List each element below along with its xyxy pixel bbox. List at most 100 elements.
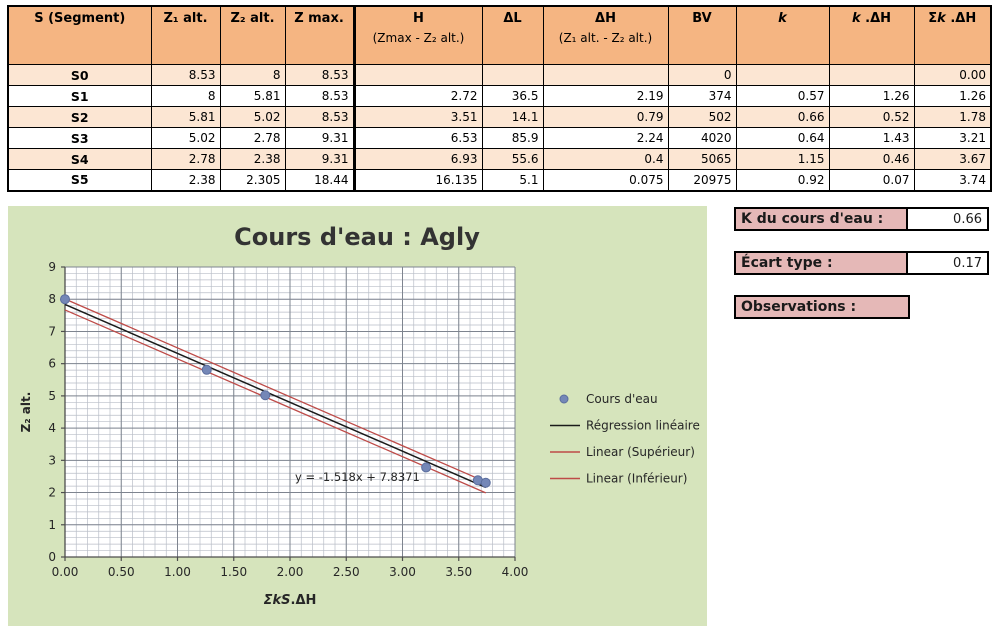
cell-s2-kdh[interactable]: 0.52 xyxy=(828,106,915,128)
cell-s3-skdh[interactable]: 3.21 xyxy=(913,127,992,149)
cell-s4-bv[interactable]: 5065 xyxy=(667,148,737,170)
legend-label: Cours d'eau xyxy=(586,392,658,406)
col-header-kdh[interactable]: k .ΔH xyxy=(828,5,915,65)
cell-s4-dh[interactable]: 0.4 xyxy=(542,148,669,170)
col-header-bv[interactable]: BV xyxy=(667,5,737,65)
x-tick-label: 2.50 xyxy=(333,565,360,579)
cell-s2-bv[interactable]: 502 xyxy=(667,106,737,128)
cell-s0-h[interactable] xyxy=(352,64,483,86)
y-tick-label: 9 xyxy=(48,260,56,274)
cell-s4-dl[interactable]: 55.6 xyxy=(481,148,544,170)
cell-s3-zmax[interactable]: 9.31 xyxy=(284,127,355,149)
cell-s0-k[interactable] xyxy=(735,64,830,86)
cell-s5-segment[interactable]: S5 xyxy=(7,169,152,191)
legend-label: Linear (Supérieur) xyxy=(586,445,695,459)
cell-s0-zmax[interactable]: 8.53 xyxy=(284,64,355,86)
cell-s0-kdh[interactable] xyxy=(828,64,915,86)
y-tick-label: 1 xyxy=(48,518,56,532)
cell-s1-zmax[interactable]: 8.53 xyxy=(284,85,355,107)
y-axis-title: Z₂ alt. xyxy=(19,392,33,433)
cell-s5-dh[interactable]: 0.075 xyxy=(542,169,669,191)
cell-s1-z1[interactable]: 8 xyxy=(150,85,221,107)
cell-s2-z2[interactable]: 5.02 xyxy=(219,106,286,128)
cell-s3-kdh[interactable]: 1.43 xyxy=(828,127,915,149)
col-header-z1[interactable]: Z₁ alt. xyxy=(150,5,221,65)
table-row-s1: S1 8 5.81 8.53 2.72 36.5 2.19 374 0.57 1.26 1.26 xyxy=(7,85,992,107)
cell-s3-bv[interactable]: 4020 xyxy=(667,127,737,149)
cell-s0-z2[interactable]: 8 xyxy=(219,64,286,86)
cell-s1-bv[interactable]: 374 xyxy=(667,85,737,107)
col-header-dh[interactable]: ΔH (Z₁ alt. - Z₂ alt.) xyxy=(542,5,669,65)
cell-s3-z1[interactable]: 5.02 xyxy=(150,127,221,149)
cell-s2-z1[interactable]: 5.81 xyxy=(150,106,221,128)
data-point xyxy=(60,294,70,305)
cell-s0-bv[interactable]: 0 xyxy=(667,64,737,86)
cell-s4-z1[interactable]: 2.78 xyxy=(150,148,221,170)
col-header-segment[interactable]: S (Segment) xyxy=(7,5,152,65)
cell-s3-k[interactable]: 0.64 xyxy=(735,127,830,149)
cell-s1-segment[interactable]: S1 xyxy=(7,85,152,107)
chart[interactable]: 0 1 2 3 4 5 6 7 8 9 0.00 0.50 1.00 1.50 2.00 2.50 3.00 3.… xyxy=(8,206,707,626)
col-header-k[interactable]: k xyxy=(735,5,830,65)
cell-s2-zmax[interactable]: 8.53 xyxy=(284,106,355,128)
cell-s2-segment[interactable]: S2 xyxy=(7,106,152,128)
ecart-type-value[interactable]: 0.17 xyxy=(907,251,989,275)
cell-s2-h[interactable]: 3.51 xyxy=(352,106,483,128)
cell-s5-zmax[interactable]: 18.44 xyxy=(284,169,355,191)
col-header-h[interactable]: H (Zmax - Z₂ alt.) xyxy=(352,5,483,65)
cell-s1-h[interactable]: 2.72 xyxy=(352,85,483,107)
cell-s0-segment[interactable]: S0 xyxy=(7,64,152,86)
cell-s0-dl[interactable] xyxy=(481,64,544,86)
cell-s3-segment[interactable]: S3 xyxy=(7,127,152,149)
cell-s5-bv[interactable]: 20975 xyxy=(667,169,737,191)
cell-s4-zmax[interactable]: 9.31 xyxy=(284,148,355,170)
y-tick-label: 5 xyxy=(48,389,56,403)
cell-s4-h[interactable]: 6.93 xyxy=(352,148,483,170)
cell-s3-z2[interactable]: 2.78 xyxy=(219,127,286,149)
cell-s4-segment[interactable]: S4 xyxy=(7,148,152,170)
cell-s2-k[interactable]: 0.66 xyxy=(735,106,830,128)
cell-s2-dh[interactable]: 0.79 xyxy=(542,106,669,128)
cell-s0-dh[interactable] xyxy=(542,64,669,86)
y-tick-label: 3 xyxy=(48,453,56,467)
cell-s1-dh[interactable]: 2.19 xyxy=(542,85,669,107)
cell-s0-z1[interactable]: 8.53 xyxy=(150,64,221,86)
k-du-cours-deau-value[interactable]: 0.66 xyxy=(907,207,989,231)
cell-s5-kdh[interactable]: 0.07 xyxy=(828,169,915,191)
cell-s0-skdh[interactable]: 0.00 xyxy=(913,64,992,86)
cell-s3-dl[interactable]: 85.9 xyxy=(481,127,544,149)
data-point xyxy=(421,462,432,473)
cell-s1-kdh[interactable]: 1.26 xyxy=(828,85,915,107)
cell-s4-kdh[interactable]: 0.46 xyxy=(828,148,915,170)
cell-s4-k[interactable]: 1.15 xyxy=(735,148,830,170)
col-header-skdh[interactable]: Σk .ΔH xyxy=(913,5,992,65)
trendline-equation: y = -1.518x + 7.8371 xyxy=(295,470,420,484)
cell-s5-z1[interactable]: 2.38 xyxy=(150,169,221,191)
cell-s5-z2[interactable]: 2.305 xyxy=(219,169,286,191)
cell-s1-z2[interactable]: 5.81 xyxy=(219,85,286,107)
cell-s5-skdh[interactable]: 3.74 xyxy=(913,169,992,191)
cell-s3-h[interactable]: 6.53 xyxy=(352,127,483,149)
cell-s2-skdh[interactable]: 1.78 xyxy=(913,106,992,128)
observations-label[interactable]: Observations : xyxy=(734,295,910,319)
x-tick-label: 1.00 xyxy=(164,565,191,579)
cell-s1-k[interactable]: 0.57 xyxy=(735,85,830,107)
k-summary-row: K du cours d'eau : 0.66 xyxy=(734,207,989,231)
cell-s2-dl[interactable]: 14.1 xyxy=(481,106,544,128)
legend-label: Régression linéaire xyxy=(586,419,700,433)
y-tick-label: 2 xyxy=(48,486,56,500)
observations-row: Observations : xyxy=(734,295,910,319)
cell-s1-dl[interactable]: 36.5 xyxy=(481,85,544,107)
cell-s4-skdh[interactable]: 3.67 xyxy=(913,148,992,170)
series-line xyxy=(64,298,487,483)
cell-s4-z2[interactable]: 2.38 xyxy=(219,148,286,170)
col-header-zmax[interactable]: Z max. xyxy=(284,5,355,65)
cell-s3-dh[interactable]: 2.24 xyxy=(542,127,669,149)
cell-s1-skdh[interactable]: 1.26 xyxy=(913,85,992,107)
cell-s5-k[interactable]: 0.92 xyxy=(735,169,830,191)
cell-s5-h[interactable]: 16.135 xyxy=(352,169,483,191)
col-header-z2[interactable]: Z₂ alt. xyxy=(219,5,286,65)
cell-s5-dl[interactable]: 5.1 xyxy=(481,169,544,191)
col-header-dl[interactable]: ΔL xyxy=(481,5,544,65)
